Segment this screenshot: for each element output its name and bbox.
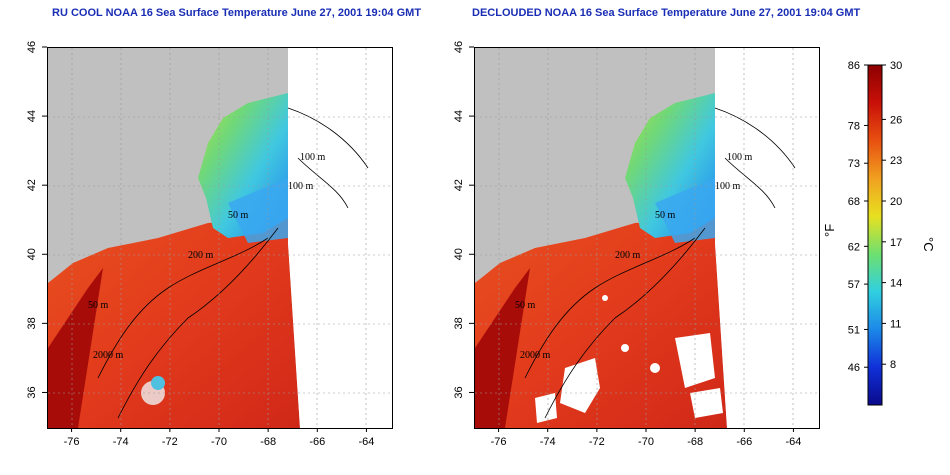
no-data-ocean [288,68,392,428]
lat-tick-label: 44 [26,110,38,122]
contour-label: 200 m [188,250,214,261]
celsius-tick-label: 23 [890,155,902,167]
contour-label: 200 m [615,250,641,261]
fahrenheit-tick-label: 62 [848,241,860,253]
lon-tick-label: -68 [260,436,276,448]
declouded-sst-map: 100 m 100 m 50 m 200 m 50 m 2000 m [474,47,820,429]
left-map-title: RU COOL NOAA 16 Sea Surface Temperature … [52,7,422,19]
lon-tick-label: -72 [162,436,178,448]
celsius-tick-label: 26 [890,114,902,126]
temperature-colorbar: 30 26 23 20 17 14 11 8 86 78 73 68 62 57 51 46 °F °C [822,60,936,406]
celsius-tick-label: 11 [890,318,901,330]
contour-label: 50 m [88,300,109,311]
fahrenheit-tick-label: 68 [848,196,860,208]
bathymetry-contours [544,107,796,419]
bathymetry-contours [117,107,369,419]
fahrenheit-tick-label: 51 [848,324,860,336]
lat-tick-label: 38 [453,317,465,329]
celsius-tick-label: 17 [890,237,902,249]
georges-bank-region [228,178,288,243]
lat-tick-label: 42 [26,179,38,191]
lon-tick-label: -70 [211,436,227,448]
raw-sst-map-canvas: 100 m 100 m 50 m 200 m 50 m 2000 m [48,48,392,428]
warm-water-region [48,218,300,428]
lat-tick-label: 44 [453,110,465,122]
contour-label: 50 m [228,210,249,221]
shelf-warm-region [48,268,103,428]
lat-tick-label: 46 [453,41,465,53]
celsius-tick-label: 8 [890,359,896,371]
celsius-unit-label: °C [921,237,936,252]
contour-label: 2000 m [93,350,124,361]
lon-tick-label: -74 [540,436,556,448]
lon-tick-label: -66 [309,436,325,448]
lon-tick-label: -68 [687,436,703,448]
celsius-tick-label: 14 [890,278,902,290]
fahrenheit-tick-label: 57 [848,279,860,291]
lon-tick-label: -70 [638,436,654,448]
contour-label: 100 m [715,181,741,192]
fahrenheit-unit-label: °F [822,224,837,237]
georges-bank-region [655,178,715,243]
lat-lon-grid [48,48,392,428]
contour-label: 50 m [655,210,676,221]
contour-label: 100 m [727,152,753,163]
contour-label: 50 m [515,300,536,311]
warm-water-region [475,218,727,428]
lon-tick-label: -76 [64,436,80,448]
declouded-sst-map-canvas: 100 m 100 m 50 m 200 m 50 m 2000 m [475,48,819,428]
lat-tick-label: 40 [26,248,38,260]
fahrenheit-tick-label: 86 [848,60,860,72]
no-data-ocean [715,68,819,428]
contour-label: 100 m [300,152,326,163]
lon-tick-label: -64 [785,436,801,448]
lat-tick-label: 38 [26,317,38,329]
lat-tick-label: 40 [453,248,465,260]
removed-cloud-areas [535,295,723,423]
lon-tick-label: -64 [358,436,374,448]
contour-label: 100 m [288,181,314,192]
lat-tick-label: 46 [26,41,38,53]
lon-tick-label: -76 [491,436,507,448]
lat-tick-label: 36 [453,386,465,398]
shelf-warm-region [475,268,530,428]
colorbar-gradient [867,64,883,406]
fahrenheit-tick-label: 78 [848,120,860,132]
raw-sst-map: 100 m 100 m 50 m 200 m 50 m 2000 m [47,47,393,429]
fahrenheit-tick-label: 73 [848,158,860,170]
celsius-tick-label: 30 [890,60,902,72]
lon-tick-label: -72 [589,436,605,448]
lat-lon-grid [475,48,819,428]
fahrenheit-tick-label: 46 [848,362,860,374]
lat-tick-label: 36 [26,386,38,398]
right-map-title: DECLOUDED NOAA 16 Sea Surface Temperatur… [472,7,861,19]
lon-tick-label: -74 [113,436,129,448]
lat-tick-label: 42 [453,179,465,191]
celsius-tick-label: 20 [890,196,902,208]
lon-tick-label: -66 [736,436,752,448]
contour-label: 2000 m [520,350,551,361]
